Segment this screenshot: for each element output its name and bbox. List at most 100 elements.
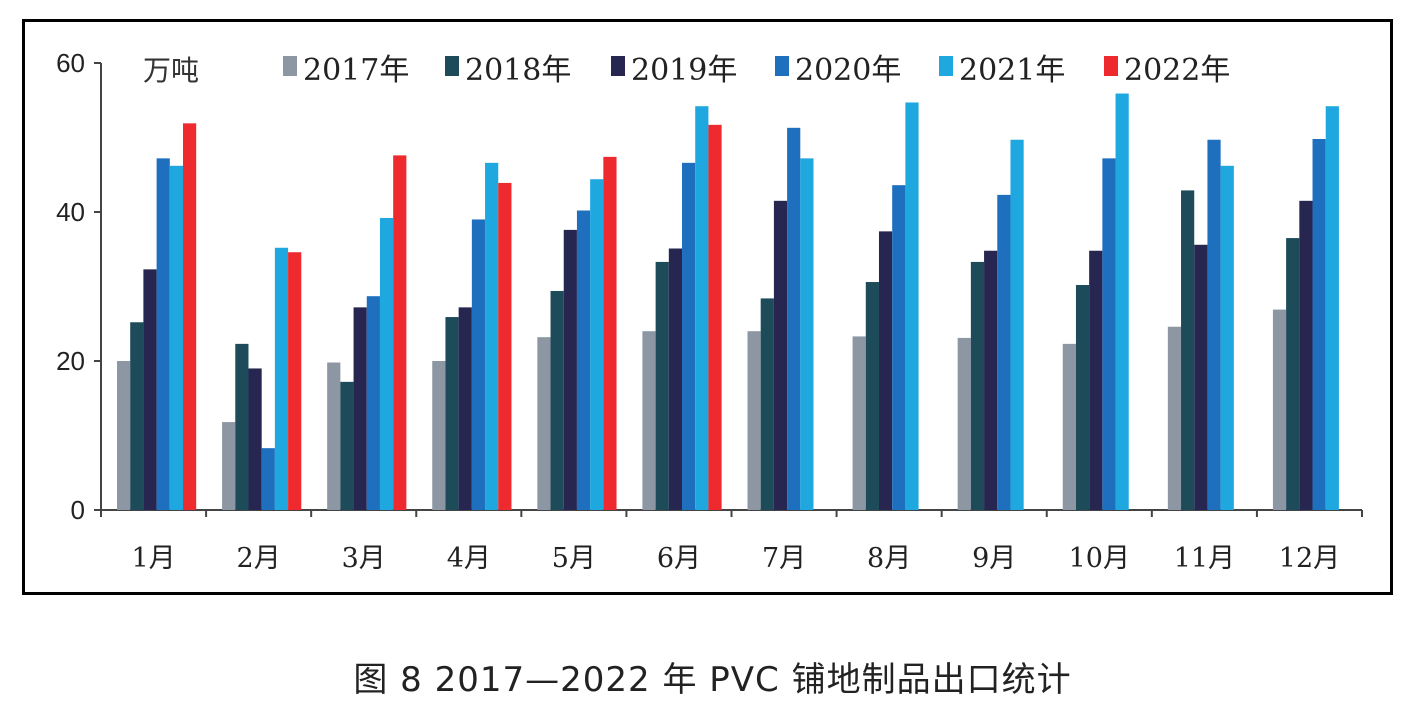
category-label: 9月 bbox=[972, 543, 1016, 574]
chart-frame: 1月 2月 3月 4月 5月 6月 7月 8月 9月 10月 11月 12月 0 20 40 60 万吨 20… bbox=[22, 19, 1393, 595]
bar bbox=[340, 381, 354, 510]
category-label: 2月 bbox=[237, 543, 281, 574]
bar bbox=[642, 331, 656, 510]
bar bbox=[183, 123, 197, 510]
bar bbox=[1194, 244, 1208, 510]
bar bbox=[1181, 190, 1195, 510]
bar bbox=[1272, 309, 1287, 510]
category-label: 10月 bbox=[1069, 543, 1130, 574]
bar bbox=[366, 296, 380, 510]
legend-label: 2022年 bbox=[1124, 53, 1230, 88]
category-label: 6月 bbox=[657, 543, 701, 574]
legend-swatch bbox=[445, 56, 459, 76]
bar bbox=[117, 361, 131, 510]
legend-swatch bbox=[939, 56, 953, 76]
bar bbox=[1010, 139, 1024, 511]
bar bbox=[327, 362, 341, 510]
bar bbox=[393, 155, 407, 510]
bar bbox=[708, 124, 722, 511]
bar bbox=[130, 322, 144, 510]
bar bbox=[892, 185, 906, 510]
bar bbox=[1075, 285, 1090, 510]
bar bbox=[695, 106, 709, 511]
bar bbox=[485, 162, 499, 510]
bar bbox=[865, 282, 879, 510]
category-label: 3月 bbox=[342, 543, 386, 574]
y-tick-label: 20 bbox=[56, 346, 85, 376]
bar bbox=[787, 127, 801, 510]
category-labels: 1月 2月 3月 4月 5月 6月 7月 8月 9月 10月 11月 12月 bbox=[131, 543, 1340, 574]
bar bbox=[261, 448, 275, 510]
legend-label: 2021年 bbox=[959, 53, 1065, 88]
bar bbox=[235, 343, 249, 510]
bar bbox=[1312, 138, 1326, 510]
bar bbox=[760, 298, 774, 510]
bar bbox=[1089, 250, 1103, 511]
bar bbox=[379, 217, 394, 510]
category-label: 5月 bbox=[552, 543, 596, 574]
bar bbox=[1102, 158, 1116, 511]
bar bbox=[878, 231, 893, 510]
bar bbox=[471, 219, 486, 510]
bar bbox=[248, 368, 262, 510]
bar bbox=[143, 269, 157, 510]
bar bbox=[1207, 139, 1221, 511]
bar bbox=[563, 229, 577, 510]
bar bbox=[905, 102, 919, 511]
bar bbox=[800, 158, 814, 511]
y-tick-label: 60 bbox=[56, 48, 85, 78]
legend-swatch bbox=[775, 56, 789, 76]
bar bbox=[1325, 106, 1339, 511]
bar bbox=[288, 252, 302, 511]
axes bbox=[94, 62, 1363, 517]
bar bbox=[432, 361, 446, 510]
bar bbox=[970, 261, 985, 510]
bar bbox=[445, 317, 459, 510]
y-tick-label: 0 bbox=[71, 495, 85, 525]
bars bbox=[117, 93, 1339, 511]
category-label: 4月 bbox=[447, 543, 491, 574]
bar bbox=[1299, 200, 1313, 510]
bar bbox=[156, 158, 170, 511]
category-label: 11月 bbox=[1174, 543, 1235, 574]
category-label: 1月 bbox=[131, 543, 175, 574]
bar bbox=[537, 337, 551, 510]
y-tick-labels: 0 20 40 60 bbox=[56, 48, 85, 525]
bar-chart: 1月 2月 3月 4月 5月 6月 7月 8月 9月 10月 11月 12月 0 20 40 60 万吨 20… bbox=[56, 48, 1363, 574]
bar bbox=[957, 337, 971, 510]
bar bbox=[1286, 238, 1300, 510]
bar bbox=[747, 331, 761, 510]
bar bbox=[590, 179, 604, 510]
bar bbox=[668, 248, 683, 510]
bar bbox=[773, 200, 788, 510]
legend-swatch bbox=[611, 56, 625, 76]
bar bbox=[997, 194, 1011, 511]
category-label: 8月 bbox=[867, 543, 911, 574]
legend-swatch bbox=[283, 56, 297, 76]
legend-label: 2020年 bbox=[795, 53, 901, 88]
bar bbox=[274, 247, 289, 510]
bar bbox=[169, 165, 183, 510]
bar bbox=[1062, 343, 1076, 510]
legend-label: 2019年 bbox=[631, 53, 737, 88]
bar bbox=[498, 182, 512, 510]
bar bbox=[576, 210, 591, 510]
bar bbox=[1115, 93, 1129, 511]
y-tick-label: 40 bbox=[56, 197, 85, 227]
bar bbox=[852, 336, 866, 510]
bar bbox=[353, 307, 367, 510]
legend-swatch bbox=[1104, 56, 1118, 76]
bar bbox=[550, 290, 564, 510]
bar bbox=[603, 156, 617, 510]
bar bbox=[682, 162, 696, 510]
bar bbox=[1220, 165, 1234, 510]
bar bbox=[458, 307, 472, 510]
legend: 万吨 2017年 2018年 2019年 2020年 2021年 2022年 bbox=[143, 53, 1230, 88]
legend-label: 2017年 bbox=[303, 53, 409, 88]
bar bbox=[1167, 326, 1182, 510]
figure-caption: 图 8 2017—2022 年 PVC 铺地制品出口统计 bbox=[353, 660, 1072, 700]
category-label: 7月 bbox=[762, 543, 806, 574]
legend-label: 2018年 bbox=[465, 53, 571, 88]
bar bbox=[655, 261, 669, 510]
category-label: 12月 bbox=[1279, 543, 1340, 574]
